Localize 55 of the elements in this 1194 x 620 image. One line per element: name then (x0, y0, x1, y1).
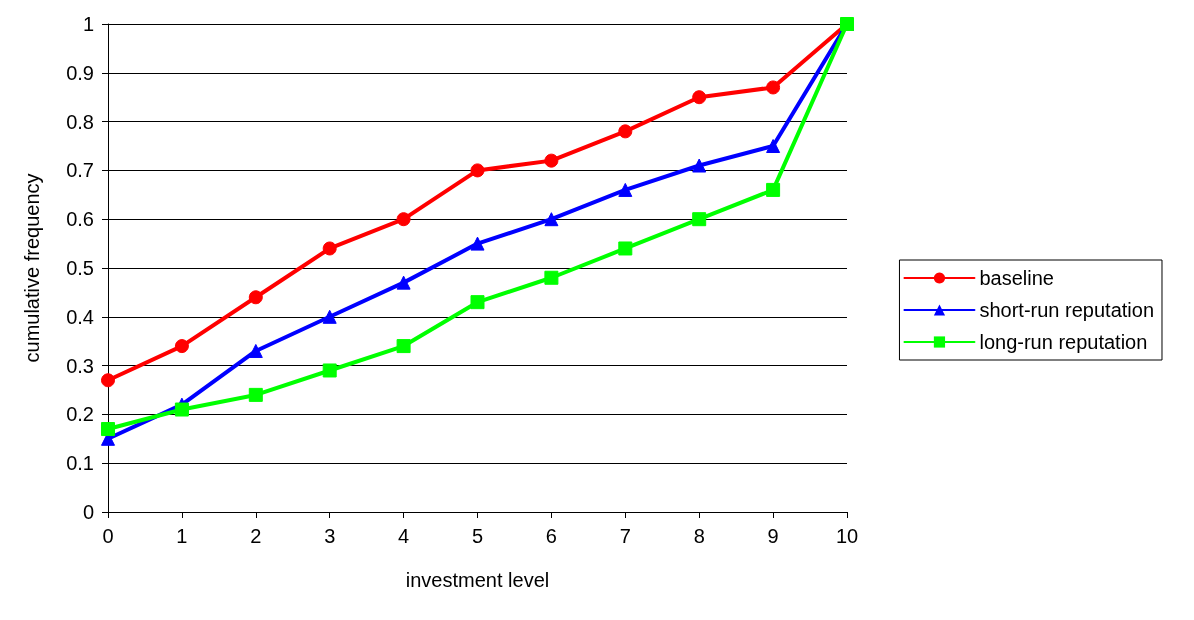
y-tick-label: 0.6 (66, 208, 94, 231)
point (248, 343, 263, 358)
x-tick-label: 4 (398, 525, 410, 547)
x-tick-label: 3 (324, 525, 336, 547)
y-tick-label: 0.4 (66, 305, 94, 328)
point (692, 90, 707, 105)
point (544, 270, 559, 285)
x-tick-label: 7 (619, 525, 631, 547)
point (544, 212, 559, 227)
point (544, 153, 559, 168)
legend-label: long-run reputation (979, 331, 1148, 353)
y-tick-label: 0.8 (66, 110, 94, 133)
point (101, 373, 115, 388)
point (396, 339, 411, 354)
point (766, 182, 781, 197)
x-tick-label: 10 (835, 525, 859, 547)
point (248, 387, 263, 402)
x-tick-label: 5 (471, 525, 484, 547)
point (322, 309, 337, 324)
point (766, 139, 781, 153)
x-tick-label: 2 (250, 525, 262, 547)
x-tick-label: 9 (767, 525, 779, 547)
point (322, 363, 337, 378)
x-tick-label: 0 (102, 525, 114, 547)
y-tick-label: 0 (82, 501, 94, 523)
point (618, 124, 633, 139)
point (322, 241, 337, 256)
y-tick-label: 0.3 (66, 354, 94, 377)
y-tick-label: 0.9 (66, 61, 94, 84)
y-axis-title: cumulative frequency (21, 173, 43, 363)
y-tick-label: 0.5 (66, 257, 94, 279)
x-axis-title: investment level (405, 569, 550, 591)
point (766, 80, 781, 95)
y-tick-label: 0.2 (66, 403, 94, 426)
y-tick-label: 1 (82, 13, 94, 35)
point (174, 402, 189, 417)
point (692, 158, 707, 173)
x-tick-label: 8 (693, 525, 705, 547)
point (174, 339, 189, 354)
point (396, 275, 411, 290)
point (618, 241, 633, 256)
y-tick-label: 0.1 (66, 452, 94, 475)
point (248, 290, 263, 305)
point (618, 182, 633, 197)
point (396, 212, 411, 227)
legend-label: baseline (979, 267, 1054, 289)
x-tick-label: 1 (176, 525, 188, 547)
point (470, 163, 485, 178)
point (470, 295, 485, 310)
point (692, 212, 707, 227)
legend-label: short-run reputation (979, 299, 1155, 321)
point (470, 236, 485, 251)
point (101, 422, 115, 437)
y-tick-label: 0.7 (66, 159, 94, 182)
x-tick-label: 6 (545, 525, 557, 547)
